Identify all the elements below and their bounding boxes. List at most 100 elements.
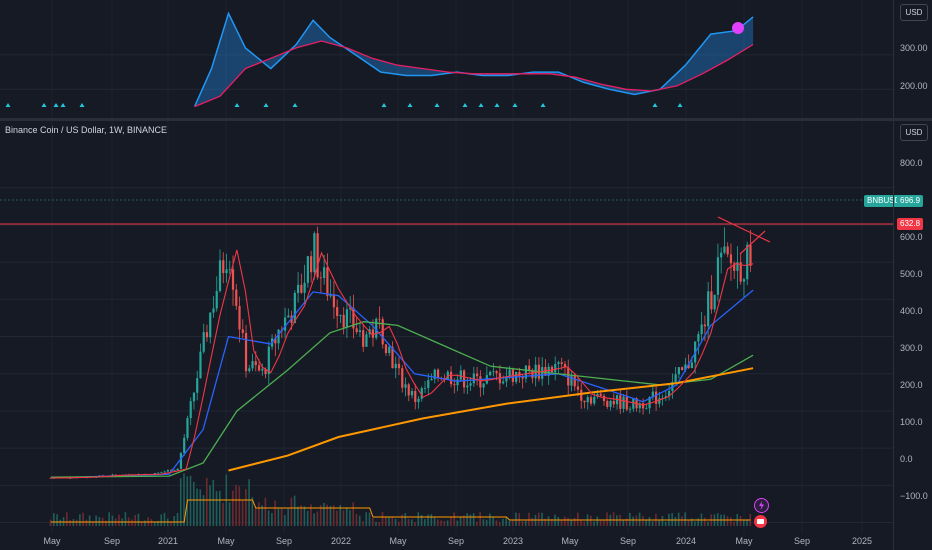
candle-body	[433, 369, 436, 379]
volume-bar	[687, 519, 690, 526]
volume-bar	[332, 505, 335, 526]
time-axis-label: May	[561, 536, 579, 546]
candle-body	[580, 389, 583, 401]
volume-bar	[79, 514, 81, 526]
candle-body	[677, 367, 680, 375]
volume-bar	[111, 515, 114, 526]
candle-body	[205, 332, 209, 338]
volume-bar	[329, 506, 332, 526]
candle-body	[723, 246, 726, 253]
volume-bar	[274, 500, 276, 526]
volume-bar	[345, 507, 348, 526]
currency-button[interactable]: USD	[900, 124, 928, 141]
volume-bar	[606, 512, 608, 526]
candle-body	[547, 366, 550, 376]
volume-bar	[677, 512, 680, 526]
volume-bar	[75, 519, 78, 526]
indicator-axis-label: 300.00	[900, 43, 928, 53]
volume-bar	[658, 519, 660, 526]
volume-bar	[492, 516, 494, 526]
volume-bar	[88, 515, 91, 526]
volume-bar	[703, 517, 706, 526]
candle-body	[674, 374, 677, 383]
currency-button-top[interactable]: USD	[900, 4, 928, 21]
candle-body	[423, 388, 427, 389]
candle-body	[202, 332, 205, 352]
candle-body	[707, 291, 710, 327]
candle-body	[479, 376, 482, 388]
indicator-axis-label: 200.00	[900, 81, 928, 91]
volume-bar	[384, 516, 387, 526]
volume-bar	[235, 484, 237, 526]
time-axis-label: 2022	[330, 536, 352, 546]
volume-bar	[232, 490, 234, 526]
candle-body	[248, 368, 251, 372]
volume-bar	[179, 478, 182, 526]
candle-body	[632, 398, 635, 409]
volume-bar	[694, 521, 696, 526]
volume-bar	[199, 489, 202, 526]
candle-body	[261, 368, 264, 371]
volume-bar	[485, 519, 488, 526]
candle-body	[404, 384, 407, 388]
candle-body	[218, 260, 222, 292]
indicator-pane[interactable]	[0, 0, 893, 118]
volume-bar	[352, 502, 355, 526]
candle-body	[430, 378, 433, 381]
candle-body	[238, 305, 241, 330]
lightning-icon[interactable]	[754, 498, 769, 513]
signal-marker	[494, 103, 500, 107]
volume-bar	[427, 514, 429, 526]
volume-bar	[297, 506, 299, 526]
candle-body	[342, 314, 345, 328]
signal-marker	[434, 103, 440, 107]
volume-bar	[183, 473, 185, 526]
volume-bar	[521, 521, 524, 526]
price-axis[interactable]	[893, 0, 932, 550]
candle-body	[371, 329, 375, 338]
candle-body	[283, 317, 287, 331]
volume-bar	[371, 518, 374, 526]
volume-bar	[642, 515, 644, 526]
volume-bar	[336, 510, 338, 526]
volume-bar	[466, 513, 468, 526]
candle-body	[257, 365, 261, 371]
time-axis-label: May	[389, 536, 407, 546]
volume-bar	[472, 513, 475, 526]
candle-body	[720, 252, 723, 258]
candle-body	[489, 371, 492, 376]
candle-body	[524, 365, 528, 379]
candle-body	[697, 334, 700, 342]
time-axis-label: May	[217, 536, 235, 546]
volume-bar	[342, 510, 345, 526]
volume-bar	[56, 514, 58, 526]
volume-bar	[625, 518, 628, 526]
signal-marker	[263, 103, 269, 107]
volume-bar	[550, 519, 553, 526]
candle-body	[254, 361, 257, 366]
volume-bar	[690, 518, 693, 526]
volume-bar	[616, 515, 618, 526]
pane-divider[interactable]	[0, 118, 932, 121]
volume-bar	[580, 520, 582, 526]
volume-bar	[267, 510, 270, 526]
price-pane[interactable]	[0, 121, 893, 534]
volume-bar	[411, 519, 413, 526]
alert-icon[interactable]	[754, 515, 767, 528]
volume-bar	[170, 521, 172, 526]
volume-bar	[215, 491, 218, 526]
volume-bar	[505, 516, 507, 526]
candle-body	[375, 318, 378, 338]
volume-bar	[635, 515, 638, 526]
candle-body	[746, 244, 749, 280]
candle-body	[713, 294, 716, 310]
volume-bar	[404, 513, 407, 526]
volume-bar	[287, 508, 289, 526]
candle-body	[469, 383, 472, 386]
symbol-badge-name: BNBUSD	[867, 196, 901, 205]
candle-body	[222, 260, 225, 273]
candle-body	[492, 371, 495, 372]
candle-body	[459, 370, 462, 380]
volume-bar	[430, 514, 433, 526]
volume-bar	[284, 515, 286, 526]
